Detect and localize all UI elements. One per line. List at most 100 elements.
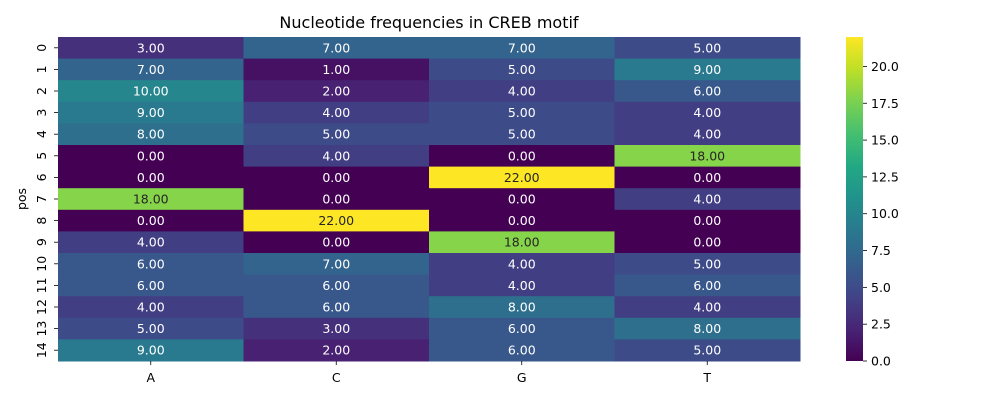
heatmap-cell — [58, 123, 244, 146]
cell-value-label: 4.00 — [508, 278, 536, 293]
colorbar-tick-label: 17.5 — [871, 96, 899, 111]
heatmap-cell — [429, 37, 615, 60]
y-tick-label: 11 — [34, 277, 49, 293]
cell-value-label: 5.00 — [693, 256, 721, 271]
heatmap-cell — [429, 166, 615, 189]
heatmap-cell — [243, 37, 430, 60]
colorbar-axis: 0.0 2.5 5.0 7.5 10.0 12.5 15.0 17.5 20.0 — [863, 59, 899, 369]
heatmap-cell — [58, 37, 244, 60]
heatmap-cell — [429, 145, 615, 168]
y-tick-label: 4 — [34, 130, 49, 138]
cell-value-label: 5.00 — [137, 321, 165, 336]
heatmap-cell — [429, 80, 615, 103]
cell-value-label: 7.00 — [508, 40, 536, 55]
cell-value-label: 0.00 — [137, 170, 165, 185]
x-tick-label: G — [517, 370, 527, 385]
cell-value-label: 6.00 — [137, 256, 165, 271]
cell-value-label: 0.00 — [137, 213, 165, 228]
heatmap-cell — [58, 317, 244, 340]
cell-value-label: 4.00 — [693, 127, 721, 142]
colorbar-tick-label: 10.0 — [871, 206, 899, 221]
cell-value-label: 18.00 — [133, 192, 169, 207]
cell-value-label: 0.00 — [508, 213, 536, 228]
y-tick-label: 12 — [34, 299, 49, 315]
cell-value-label: 10.00 — [133, 84, 169, 99]
cell-value-label: 18.00 — [689, 148, 725, 163]
heatmap-cell — [614, 101, 801, 124]
heatmap-cell — [58, 166, 244, 189]
heatmap-cell — [429, 123, 615, 146]
cell-value-label: 18.00 — [504, 235, 540, 250]
heatmap-cell — [243, 209, 430, 232]
cell-value-label: 0.00 — [693, 235, 721, 250]
heatmap-cell — [429, 317, 615, 340]
y-tick-label: 5 — [34, 152, 49, 160]
heatmap-cell — [614, 274, 801, 297]
x-tick-label: A — [146, 370, 155, 385]
heatmap-cell — [58, 58, 244, 81]
x-tick-label: C — [332, 370, 341, 385]
cell-value-label: 6.00 — [322, 278, 350, 293]
cell-value-label: 4.00 — [693, 105, 721, 120]
cell-value-label: 4.00 — [508, 84, 536, 99]
heatmap-cell — [243, 123, 430, 146]
heatmap-cell — [243, 253, 430, 276]
heatmap-cell — [243, 296, 430, 319]
cell-value-label: 0.00 — [137, 148, 165, 163]
y-tick-label: 6 — [34, 173, 49, 181]
heatmap-cell — [243, 317, 430, 340]
cell-value-label: 0.00 — [322, 170, 350, 185]
heatmap-cell — [429, 188, 615, 211]
cell-value-label: 22.00 — [318, 213, 354, 228]
heatmap-cell — [614, 317, 801, 340]
cell-value-label: 9.00 — [693, 62, 721, 77]
cell-value-label: 22.00 — [504, 170, 540, 185]
y-tick-label: 0 — [34, 44, 49, 52]
cell-value-label: 7.00 — [322, 40, 350, 55]
y-tick-label: 14 — [34, 342, 49, 358]
heatmap-cell — [429, 101, 615, 124]
colorbar-tick-label: 5.0 — [871, 280, 891, 295]
cell-value-label: 2.00 — [322, 84, 350, 99]
heatmap-cell — [614, 58, 801, 81]
colorbar-tick-label: 7.5 — [871, 243, 891, 258]
heatmap-cell — [614, 80, 801, 103]
cell-value-label: 5.00 — [322, 127, 350, 142]
colorbar-tick-label: 0.0 — [871, 354, 891, 369]
heatmap-cell — [58, 339, 244, 362]
cell-value-label: 5.00 — [508, 105, 536, 120]
heatmap-cell — [243, 188, 430, 211]
cell-value-label: 4.00 — [508, 256, 536, 271]
heatmap-cell — [614, 166, 801, 189]
cell-value-label: 0.00 — [508, 192, 536, 207]
x-tick-label: T — [702, 370, 711, 385]
cell-value-label: 5.00 — [693, 40, 721, 55]
cell-value-label: 6.00 — [508, 321, 536, 336]
heatmap-cell — [614, 339, 801, 362]
cell-value-label: 8.00 — [508, 300, 536, 315]
heatmap-cell — [243, 231, 430, 254]
heatmap-cell — [614, 145, 801, 168]
cell-value-label: 6.00 — [693, 278, 721, 293]
cell-value-label: 8.00 — [137, 127, 165, 142]
cell-value-label: 6.00 — [322, 300, 350, 315]
heatmap-cell — [243, 274, 430, 297]
cell-value-label: 6.00 — [137, 278, 165, 293]
cell-value-label: 7.00 — [322, 256, 350, 271]
y-tick-label: 7 — [34, 195, 49, 203]
heatmap-cell — [429, 209, 615, 232]
heatmap-cell — [243, 80, 430, 103]
cell-value-label: 1.00 — [322, 62, 350, 77]
cell-value-label: 5.00 — [508, 62, 536, 77]
heatmap-cell — [614, 253, 801, 276]
cell-value-label: 5.00 — [508, 127, 536, 142]
cell-value-label: 9.00 — [137, 343, 165, 358]
cell-value-label: 0.00 — [693, 213, 721, 228]
heatmap-cell — [243, 339, 430, 362]
cell-value-label: 3.00 — [322, 321, 350, 336]
cell-value-label: 9.00 — [137, 105, 165, 120]
heatmap-cell — [58, 231, 244, 254]
